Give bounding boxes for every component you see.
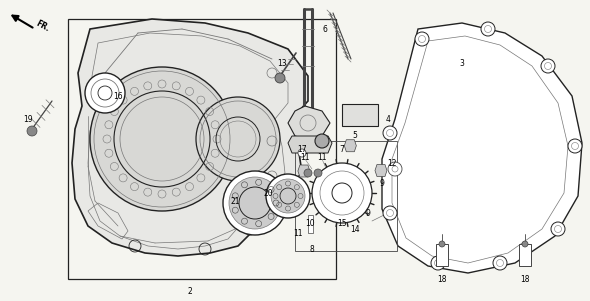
- Text: 11: 11: [300, 153, 310, 162]
- Text: 20: 20: [263, 188, 273, 197]
- Circle shape: [481, 22, 495, 36]
- Text: 11: 11: [293, 228, 303, 237]
- Polygon shape: [72, 19, 308, 256]
- Circle shape: [298, 149, 306, 157]
- Bar: [68, 19, 336, 279]
- Circle shape: [493, 256, 507, 270]
- Text: FR.: FR.: [34, 18, 51, 33]
- Circle shape: [541, 59, 555, 73]
- Text: 17: 17: [297, 144, 307, 154]
- Polygon shape: [298, 165, 310, 177]
- Text: 16: 16: [113, 92, 123, 101]
- Polygon shape: [288, 106, 330, 139]
- Circle shape: [522, 241, 528, 247]
- Bar: [519, 244, 531, 266]
- Circle shape: [383, 206, 397, 220]
- Text: 14: 14: [350, 225, 360, 234]
- Circle shape: [314, 169, 322, 177]
- Polygon shape: [382, 23, 582, 273]
- Polygon shape: [375, 165, 387, 176]
- Circle shape: [85, 73, 125, 113]
- Circle shape: [27, 126, 37, 136]
- Text: 11: 11: [317, 153, 327, 162]
- Bar: [436, 244, 448, 266]
- Circle shape: [90, 67, 234, 211]
- Text: 5: 5: [353, 132, 358, 141]
- Bar: [308, 215, 313, 233]
- Circle shape: [223, 171, 287, 235]
- Text: 15: 15: [337, 219, 347, 228]
- Text: 4: 4: [385, 114, 391, 123]
- Text: 9: 9: [379, 178, 385, 188]
- Circle shape: [229, 177, 281, 229]
- Circle shape: [415, 32, 429, 46]
- Circle shape: [383, 126, 397, 140]
- Circle shape: [568, 139, 582, 153]
- Circle shape: [196, 97, 280, 181]
- Circle shape: [551, 222, 565, 236]
- Text: 18: 18: [520, 275, 530, 284]
- Circle shape: [439, 241, 445, 247]
- Polygon shape: [288, 136, 332, 153]
- Circle shape: [304, 169, 312, 177]
- Text: 2: 2: [188, 287, 192, 296]
- Text: 19: 19: [23, 114, 33, 123]
- Text: 3: 3: [460, 58, 464, 67]
- Circle shape: [312, 163, 372, 223]
- Circle shape: [315, 134, 329, 148]
- Text: 7: 7: [340, 144, 345, 154]
- Circle shape: [271, 179, 305, 213]
- Text: 8: 8: [310, 244, 314, 253]
- Text: 21: 21: [230, 197, 240, 206]
- Bar: [342, 104, 378, 126]
- Text: 6: 6: [323, 24, 327, 33]
- Circle shape: [275, 73, 285, 83]
- Text: 13: 13: [277, 58, 287, 67]
- Text: 18: 18: [437, 275, 447, 284]
- Circle shape: [266, 174, 310, 218]
- Polygon shape: [345, 140, 356, 152]
- Text: 9: 9: [366, 209, 371, 218]
- Circle shape: [388, 162, 402, 176]
- Bar: [295, 141, 397, 251]
- Circle shape: [431, 256, 445, 270]
- Text: 12: 12: [387, 159, 396, 167]
- Text: 10: 10: [305, 219, 315, 228]
